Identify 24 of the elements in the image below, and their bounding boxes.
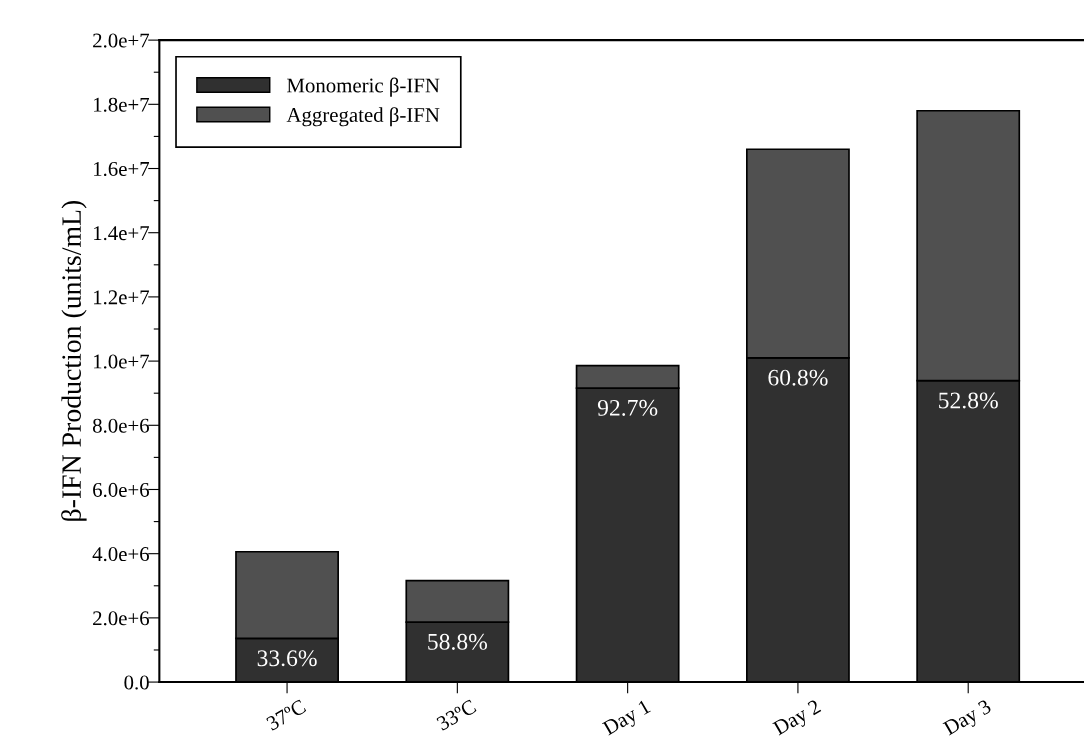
x-tick-label: Day 3 <box>942 698 995 740</box>
y-tick-label: 8.0e+6 <box>92 418 149 433</box>
x-tick-label: Day 2 <box>772 699 824 740</box>
y-tick-label: 1.6e+7 <box>94 161 150 177</box>
annotation: 60.8% <box>768 369 828 386</box>
y-axis-title: β-IFN Production (units/mL) <box>61 200 87 521</box>
y-tick-label: 2.0e+7 <box>93 33 150 48</box>
y-tick-label: 6.0e+6 <box>93 482 149 498</box>
annotation: 58.8% <box>428 633 488 650</box>
y-tick-label: 1.8e+7 <box>94 97 150 112</box>
y-tick-label: 2.0e+6 <box>93 611 149 626</box>
y-tick-label: 1.0e+7 <box>94 354 150 369</box>
annotation: 52.8% <box>939 392 998 409</box>
legend-label: Monomeric β-IFN <box>287 77 440 97</box>
legend-label: Aggregated β-IFN <box>286 107 440 127</box>
annotation: 33.6% <box>257 650 317 667</box>
y-tick-label: 0.0 <box>124 675 149 690</box>
x-tick-label: 33ºC <box>435 699 477 731</box>
y-tick-label: 1.2e+7 <box>94 290 150 305</box>
x-tick-label: 37ºC <box>265 699 307 731</box>
y-tick-label: 1.4e+7 <box>94 226 150 241</box>
y-tick-label: 4.0e+6 <box>92 547 149 562</box>
x-tick-label: Day 1 <box>601 699 654 740</box>
annotation: 92.7% <box>597 399 658 416</box>
